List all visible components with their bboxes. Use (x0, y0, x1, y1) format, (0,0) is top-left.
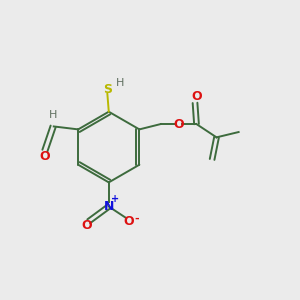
Text: +: + (111, 194, 119, 204)
Text: O: O (81, 219, 92, 232)
Text: -: - (135, 213, 140, 223)
Text: H: H (49, 110, 57, 120)
Text: O: O (173, 118, 184, 130)
Text: N: N (103, 200, 114, 213)
Text: O: O (40, 150, 50, 163)
Text: O: O (124, 215, 134, 228)
Text: H: H (116, 78, 124, 88)
Text: O: O (191, 91, 202, 103)
Text: S: S (103, 83, 112, 96)
